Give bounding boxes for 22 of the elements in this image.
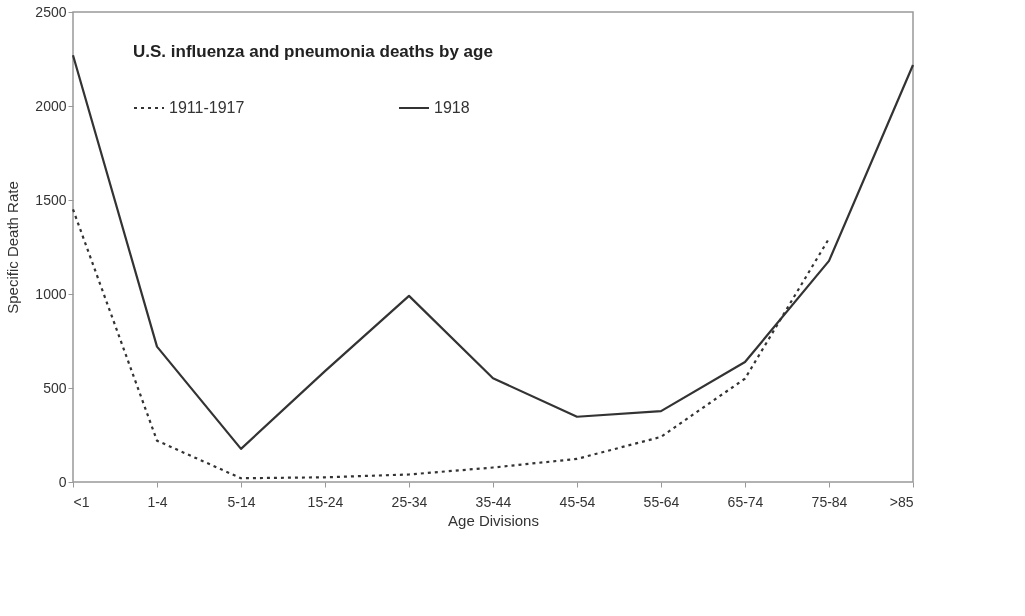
y-tick-label: 1500	[35, 191, 67, 208]
legend-label: 1911-1917	[169, 99, 245, 116]
x-tick-label: <1	[73, 493, 90, 510]
x-tick-label: 65-74	[727, 493, 764, 510]
text: U.S. influenza and pneumonia deaths by age	[133, 42, 493, 61]
y-tick-label: 0	[58, 473, 67, 490]
x-tick-label: 55-64	[643, 493, 680, 510]
y-tick-label: 2000	[35, 97, 67, 114]
x-tick-label: 75-84	[811, 493, 848, 510]
y-tick-label: 1000	[35, 285, 67, 302]
x-tick-label: >85	[889, 493, 914, 510]
x-axis-title: Age Divisions	[448, 511, 539, 529]
y-tick-label: 2500	[35, 3, 67, 20]
x-tick-label: 1-4	[147, 493, 168, 510]
legend-label: 1918	[434, 99, 470, 116]
x-tick-label: 25-34	[391, 493, 428, 510]
x-tick-label: 45-54	[559, 493, 596, 510]
y-tick-label: 500	[43, 379, 67, 396]
x-tick-label: 5-14	[227, 493, 256, 510]
x-tick-label: 35-44	[475, 493, 512, 510]
y-axis-title: Specific Death Rate	[4, 181, 22, 314]
x-tick-label: 15-24	[307, 493, 344, 510]
